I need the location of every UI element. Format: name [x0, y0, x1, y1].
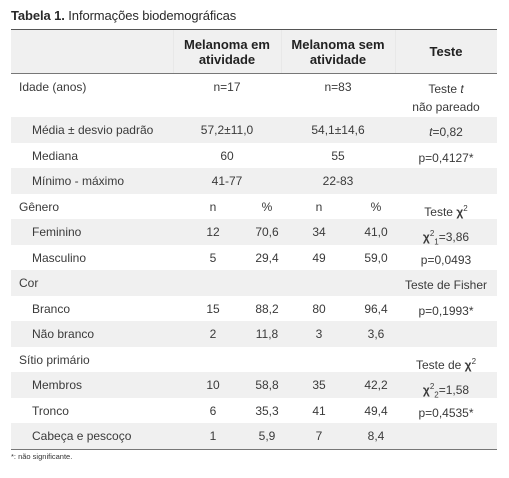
cell-pct1: 29,4	[255, 250, 279, 265]
table-row: Mínimo - máximo 41-77 22-83	[11, 168, 497, 194]
cell-group2: n=83	[324, 80, 352, 94]
table-title: Tabela 1. Informações biodemográficas	[11, 8, 236, 23]
cell-group2: 55	[331, 148, 345, 163]
cell-pct2: 42,2	[364, 378, 388, 392]
row-label: Tronco	[32, 403, 69, 418]
cell-pct2: 8,4	[367, 429, 385, 443]
cell-n1: n	[209, 199, 217, 214]
table-row: Cabeça e pescoço 1 5,9 7 8,4	[11, 423, 497, 449]
table-row: Idade (anos) n=17 n=83 Teste t não pareado	[11, 74, 497, 117]
cell-pct1: 35,3	[255, 403, 279, 418]
cell-n2: 41	[312, 403, 326, 418]
table-row: Média ± desvio padrão 57,2±11,0 54,1±14,6 t…	[11, 117, 497, 143]
cell-test: Teste de χ2	[415, 356, 477, 372]
row-label: Média ± desvio padrão	[32, 123, 154, 137]
cell-pct1: %	[261, 199, 273, 214]
table-row: Tronco 6 35,3 41 49,4 p=0,4535*	[11, 398, 497, 424]
header-group2: Melanoma sem atividade	[291, 37, 385, 67]
cell-group2: 54,1±14,6	[311, 123, 365, 137]
cell-test: p=0,4127*	[418, 150, 474, 165]
row-label: Branco	[32, 301, 71, 316]
cell-test: Teste χ2	[424, 203, 468, 219]
table-caption: Informações biodemográficas	[68, 8, 237, 23]
cell-test: t=0,82	[429, 125, 463, 139]
cell-n1: 10	[206, 378, 220, 392]
table-body: Idade (anos) n=17 n=83 Teste t não pareado Mé…	[11, 74, 497, 449]
cell-group2: 22-83	[322, 174, 354, 188]
cell-n2: 3	[315, 327, 323, 341]
cell-n1: 1	[209, 429, 217, 443]
table-row: Não branco 2 11,8 3 3,6	[11, 321, 497, 347]
row-label: Cabeça e pescoço	[32, 429, 132, 443]
cell-test: χ21=3,86	[422, 229, 470, 247]
table-row: Branco 15 88,2 80 96,4 p=0,1993*	[11, 296, 497, 322]
row-label: Idade (anos)	[19, 80, 87, 94]
table-row: Feminino 12 70,6 34 41,0 χ21=3,86	[11, 219, 497, 246]
cell-n2: 35	[312, 378, 326, 392]
header-test: Teste	[429, 44, 463, 59]
table-row: Cor Teste de Fisher	[11, 270, 497, 296]
cell-pct1: 11,8	[255, 327, 279, 341]
cell-pct1: 88,2	[255, 301, 279, 316]
cell-pct2: 3,6	[367, 327, 385, 341]
footnote: *: não significante.	[11, 452, 73, 461]
cell-pct2: %	[370, 199, 382, 214]
table-row: Sítio primário Teste de χ2	[11, 347, 497, 373]
table-number: Tabela 1.	[11, 8, 65, 23]
row-label: Mínimo - máximo	[32, 174, 125, 188]
row-label: Feminino	[32, 225, 82, 239]
data-table: Melanoma em atividade Melanoma sem ativi…	[11, 29, 497, 450]
row-label: Membros	[32, 378, 83, 392]
cell-pct2: 49,4	[364, 403, 388, 418]
cell-pct1: 58,8	[255, 378, 279, 392]
cell-group1: 60	[220, 148, 234, 163]
row-label: Cor	[19, 276, 39, 290]
cell-group1: 41-77	[211, 174, 243, 188]
cell-test: Teste de Fisher	[404, 278, 488, 292]
table-row: Mediana 60 55 p=0,4127*	[11, 143, 497, 169]
row-label: Não branco	[32, 327, 95, 341]
row-label: Gênero	[19, 199, 60, 214]
table-row: Masculino 5 29,4 49 59,0 p=0,0493	[11, 245, 497, 271]
cell-test: p=0,4535*	[418, 405, 474, 420]
cell-n1: 6	[209, 403, 217, 418]
cell-n1: 12	[206, 225, 220, 239]
cell-pct1: 5,9	[258, 429, 276, 443]
cell-pct2: 41,0	[364, 225, 388, 239]
table-row: Gênero n% n% Teste χ2	[11, 194, 497, 220]
cell-test: χ22=1,58	[422, 382, 470, 400]
cell-n2: n	[315, 199, 323, 214]
row-label: Mediana	[32, 148, 79, 163]
cell-test: p=0,0493	[420, 252, 472, 267]
cell-group1: n=17	[213, 80, 241, 94]
cell-group1: 57,2±11,0	[200, 123, 254, 137]
cell-n2: 34	[312, 225, 326, 239]
cell-n2: 7	[315, 429, 323, 443]
cell-n2: 80	[312, 301, 326, 316]
row-label: Sítio primário	[19, 352, 90, 367]
cell-n2: 49	[312, 250, 326, 265]
cell-pct1: 70,6	[255, 225, 279, 239]
table-header: Melanoma em atividade Melanoma sem ativi…	[11, 30, 497, 73]
header-group1: Melanoma em atividade	[184, 37, 270, 67]
cell-pct2: 96,4	[364, 301, 388, 316]
cell-n1: 2	[209, 327, 217, 341]
table-row: Membros 10 58,8 35 42,2 χ22=1,58	[11, 372, 497, 399]
cell-test: p=0,1993*	[418, 303, 474, 318]
cell-n1: 15	[206, 301, 220, 316]
cell-pct2: 59,0	[364, 250, 388, 265]
row-label: Masculino	[32, 250, 87, 265]
cell-test: Teste t não pareado	[412, 82, 480, 114]
cell-n1: 5	[209, 250, 217, 265]
